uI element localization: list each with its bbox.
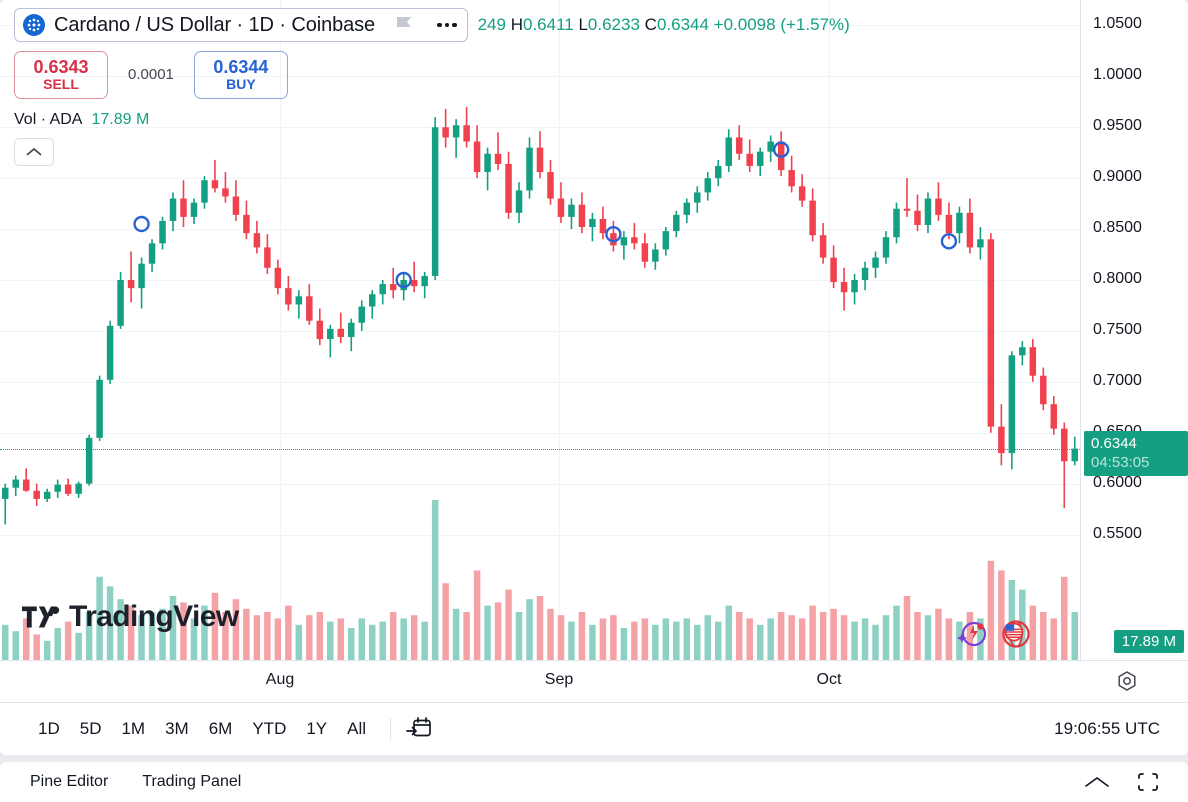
ohlc-open: 249 — [477, 15, 506, 34]
timeframe-list[interactable]: 1D 5D 1M 3M 6M YTD 1Y All — [0, 715, 376, 743]
bottom-panel-maximize-button[interactable] — [1136, 771, 1160, 793]
current-price-value: 0.6344 — [1091, 434, 1137, 452]
timeframe-button-1y[interactable]: 1Y — [306, 719, 328, 738]
chart-gridlines — [0, 0, 1080, 660]
timeframe-button-5d[interactable]: 5D — [79, 719, 102, 738]
symbol-title: Cardano / US Dollar · 1D · Coinbase — [54, 13, 376, 36]
price-axis-tick: 0.6000 — [1093, 473, 1142, 491]
price-axis[interactable]: 1.0500 1.0000 0.9500 0.9000 0.8500 0.8000 0.75… — [1080, 0, 1188, 660]
time-axis-label: Aug — [265, 671, 295, 688]
ohlc-change-abs: +0.0098 — [713, 15, 776, 34]
sell-button[interactable]: 0.6343 SELL — [14, 51, 108, 99]
ai-assistant-badge-icon[interactable] — [955, 617, 989, 651]
price-axis-tick: 0.5500 — [1093, 524, 1142, 542]
scale-settings-icon — [1118, 671, 1136, 691]
price-axis-tick: 0.7000 — [1093, 371, 1142, 389]
price-axis-tick: 1.0000 — [1093, 66, 1142, 84]
ohlc-close-label: C — [644, 15, 657, 34]
price-axis-tick: 0.8500 — [1093, 219, 1142, 237]
time-axis-label: Oct — [816, 671, 842, 688]
timeframe-button-all[interactable]: All — [347, 719, 367, 738]
price-axis-tick: 0.7500 — [1093, 320, 1142, 338]
ohlc-high-label: H — [510, 15, 523, 34]
legend-symbol-row: Cardano / US Dollar · 1D · Coinbase 249 … — [14, 8, 850, 42]
ohlc-low: 0.6233 — [587, 15, 640, 34]
ohlc-low-label: L — [578, 15, 588, 34]
price-axis-tick: 0.8000 — [1093, 270, 1142, 287]
timeframe-button-1m[interactable]: 1M — [121, 719, 146, 738]
chart-window: TradingView — [0, 0, 1188, 755]
bottom-panel-collapse-button[interactable] — [1084, 775, 1110, 789]
chart-markers[interactable] — [0, 0, 1080, 660]
ohlc-change-pct: (+1.57%) — [780, 15, 850, 34]
symbol-search-button[interactable]: Cardano / US Dollar · 1D · Coinbase — [14, 8, 468, 42]
timeframe-button-ytd[interactable]: YTD — [252, 719, 287, 738]
chart-plot-area[interactable]: TradingView — [0, 0, 1080, 660]
buy-label: BUY — [226, 76, 256, 93]
scale-settings-button[interactable] — [1114, 668, 1140, 694]
volume-legend-value: 17.89 M — [91, 110, 150, 128]
ohlc-close: 0.6344 — [656, 15, 709, 34]
toolbar-divider — [390, 718, 392, 740]
goto-date-button[interactable] — [405, 716, 433, 742]
volume-histogram-series[interactable] — [0, 0, 1080, 660]
price-axis-tick: 0.9500 — [1093, 117, 1142, 135]
chevron-up-icon — [1085, 776, 1109, 787]
floating-badges[interactable] — [955, 617, 1033, 651]
more-options-icon[interactable] — [437, 22, 457, 28]
maximize-icon — [1138, 773, 1158, 791]
bottom-panel-tab-trading-panel[interactable]: Trading Panel — [142, 773, 242, 790]
current-price-tag[interactable]: 0.6344 04:53:05 — [1084, 430, 1188, 476]
sell-label: SELL — [43, 76, 79, 93]
current-price-line — [0, 449, 1080, 450]
bar-countdown: 04:53:05 — [1091, 453, 1150, 471]
ohlc-high: 0.6411 — [522, 15, 574, 34]
goto-date-icon — [406, 717, 431, 737]
time-axis-label: Sep — [544, 671, 574, 688]
buy-price: 0.6344 — [213, 57, 269, 77]
bottom-panel-tab-pine-editor[interactable]: Pine Editor — [30, 773, 109, 790]
time-axis[interactable]: Aug Sep Oct — [0, 660, 1188, 702]
ohlc-values: 249 H0.6411 L0.6233 C0.6344 +0.0098 (+1.… — [478, 15, 850, 35]
legend-collapse-button[interactable] — [14, 137, 54, 166]
chevron-up-icon — [26, 147, 42, 156]
tradingview-watermark: TradingView — [22, 600, 239, 634]
chart-bottom-toolbar: 1D 5D 1M 3M 6M YTD 1Y All 19:06:55 UTC — [0, 702, 1188, 755]
bottom-panel: Pine Editor Trading Panel — [0, 762, 1188, 802]
timeframe-button-1d[interactable]: 1D — [38, 719, 60, 738]
volume-legend[interactable]: Vol · ADA 17.89 M — [14, 111, 850, 129]
volume-legend-title: Vol · ADA — [14, 110, 83, 128]
flag-icon[interactable] — [394, 15, 414, 35]
price-axis-tick: 0.9000 — [1093, 168, 1142, 186]
bottom-panel-tabs[interactable]: Pine Editor Trading Panel — [0, 773, 241, 791]
session-clock[interactable]: 19:06:55 UTC — [1054, 719, 1160, 738]
volume-value-tag: 17.89 M — [1113, 630, 1184, 653]
buy-sell-panel: 0.6343 SELL 0.0001 0.6344 BUY — [14, 51, 850, 99]
tradingview-logo-icon — [22, 606, 60, 628]
sell-price: 0.6343 — [33, 57, 89, 77]
cardano-logo-icon — [23, 14, 45, 36]
buy-button[interactable]: 0.6344 BUY — [193, 51, 288, 99]
price-axis-tick: 1.0500 — [1093, 15, 1142, 33]
us-flag-globe-badge-icon[interactable] — [999, 617, 1033, 651]
bottom-panel-controls — [1084, 771, 1160, 793]
watermark-text: TradingView — [69, 600, 239, 633]
chart-legend: Cardano / US Dollar · 1D · Coinbase 249 … — [14, 8, 850, 166]
timeframe-button-6m[interactable]: 6M — [208, 719, 233, 738]
spread-value: 0.0001 — [128, 66, 174, 84]
timeframe-button-3m[interactable]: 3M — [165, 719, 189, 738]
